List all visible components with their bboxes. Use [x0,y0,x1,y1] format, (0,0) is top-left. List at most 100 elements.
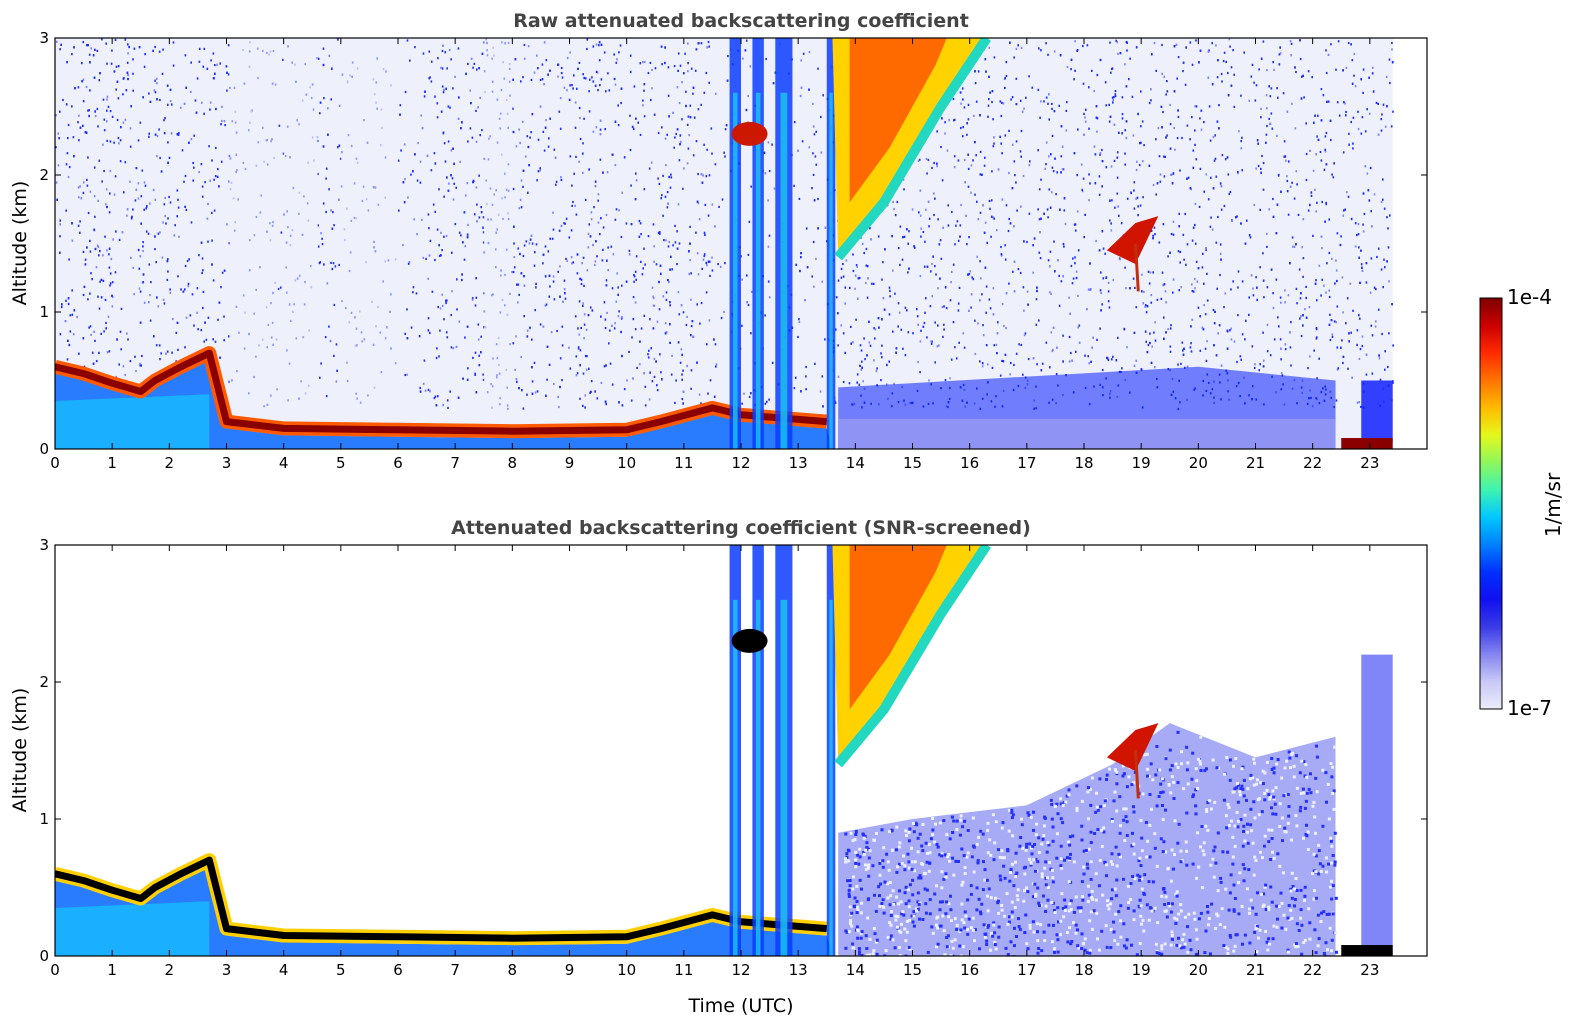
raw-x-tick-label: 16 [960,454,979,472]
panel-raw-ylabel: Altitude (km) [9,181,31,306]
raw-cloud-column-core [780,92,788,449]
snr-x-tick-label: 4 [279,961,289,979]
raw-x-tick-label: 3 [222,454,232,472]
raw-late-low-cloud [1341,438,1393,449]
colorbar-bar [1479,297,1503,710]
snr-cloud-column-core [780,599,788,956]
raw-x-tick-label: 12 [731,454,750,472]
raw-x-tick-label: 15 [903,454,922,472]
snr-x-tick-label: 17 [1017,961,1036,979]
snr-x-tick-label: 15 [903,961,922,979]
snr-x-tick-label: 2 [165,961,175,979]
raw-x-tick-label: 8 [508,454,518,472]
raw-late-layer [1361,380,1393,443]
raw-x-tick-label: 23 [1360,454,1379,472]
raw-tilted-cloud-core [849,38,947,203]
raw-x-tick-label: 19 [1132,454,1151,472]
raw-cloud-column-core [829,92,833,449]
snr-x-tick-label: 12 [731,961,750,979]
snr-cloud-column-core [829,599,833,956]
raw-x-tick-label: 7 [450,454,460,472]
raw-x-tick-label: 5 [336,454,346,472]
raw-x-tick-label: 1 [107,454,117,472]
raw-x-tick-label: 17 [1017,454,1036,472]
snr-x-tick-label: 0 [50,961,60,979]
raw-y-tick-label: 0 [39,440,49,458]
snr-x-tick-label: 10 [617,961,636,979]
raw-boundary-layer-top [55,349,828,435]
snr-tilted-cloud-core [849,545,947,710]
colorbar-min-label: 1e-7 [1507,696,1552,720]
raw-cloud-column-core [755,92,761,449]
panel-raw: Raw attenuated backscattering coefficien… [9,10,1428,472]
raw-cloud-column-core [732,92,738,449]
snr-boundary-layer-core [55,901,210,956]
snr-x-tick-label: 23 [1360,961,1379,979]
colorbar-unit-label: 1/m/sr [1541,472,1565,537]
snr-x-tick-label: 9 [565,961,575,979]
snr-x-tick-label: 20 [1189,961,1208,979]
panel-raw-title: Raw attenuated backscattering coefficien… [513,10,969,32]
snr-x-tick-label: 13 [789,961,808,979]
raw-y-tick-label: 3 [39,29,49,47]
snr-elevated-cloud [731,628,768,653]
colorbar-max-label: 1e-4 [1507,285,1552,309]
snr-cloud-column-core [732,599,738,956]
raw-tilted-cloud-edge [834,38,991,261]
raw-x-tick-label: 10 [617,454,636,472]
panel-snr-ylabel: Altitude (km) [9,688,31,813]
snr-x-tick-label: 7 [450,961,460,979]
raw-boundary-layer-core [55,394,210,449]
snr-x-tick-label: 22 [1303,961,1322,979]
raw-x-tick-label: 14 [846,454,865,472]
raw-x-tick-label: 11 [674,454,693,472]
raw-x-tick-label: 2 [165,454,175,472]
snr-x-tick-label: 3 [222,961,232,979]
snr-boundary-layer-top [55,856,828,942]
snr-aerosol-speckle [844,730,1338,956]
snr-y-tick-label: 1 [39,810,49,828]
raw-x-tick-label: 9 [565,454,575,472]
snr-x-tick-label: 21 [1246,961,1265,979]
snr-x-tick-label: 11 [674,961,693,979]
colorbar: 1e-4 1e-7 1/m/sr [1479,285,1565,720]
snr-late-column [1361,654,1393,956]
snr-y-tick-label: 3 [39,536,49,554]
raw-x-tick-label: 22 [1303,454,1322,472]
raw-x-tick-label: 0 [50,454,60,472]
snr-tilted-cloud-edge [834,545,991,768]
raw-x-tick-label: 21 [1246,454,1265,472]
raw-x-tick-label: 20 [1189,454,1208,472]
snr-x-tick-label: 18 [1074,961,1093,979]
raw-elevated-layer-tail [1133,243,1140,292]
snr-cloud-column-core [755,599,761,956]
snr-aerosol-layer [838,723,1336,956]
snr-late-low-cloud [1341,945,1393,956]
raw-x-tick-label: 13 [789,454,808,472]
panel-raw-axes: 0 1 2 3 4 5 6 7 8 9 10 11 12 13 14 15 16 17 18 19 20 21 22 2301… [39,29,1427,472]
raw-y-tick-label: 2 [39,166,49,184]
panel-raw-plot-area [55,38,1394,449]
raw-x-tick-label: 18 [1074,454,1093,472]
snr-x-tick-label: 14 [846,961,865,979]
snr-elevated-layer-tail [1133,750,1140,799]
snr-x-tick-label: 16 [960,961,979,979]
snr-x-tick-label: 19 [1132,961,1151,979]
raw-x-tick-label: 4 [279,454,289,472]
snr-x-tick-label: 8 [508,961,518,979]
panel-snr-xlabel: Time (UTC) [687,995,793,1017]
panel-snr: Attenuated backscattering coefficient (S… [9,517,1428,1017]
snr-elevated-layer [1106,723,1159,772]
raw-afternoon-surface-layer [838,418,1336,449]
raw-elevated-layer [1106,216,1159,265]
raw-y-tick-label: 1 [39,303,49,321]
panel-snr-title: Attenuated backscattering coefficient (S… [451,517,1031,539]
panel-snr-plot-area [55,545,1393,956]
snr-x-tick-label: 6 [393,961,403,979]
snr-y-tick-label: 2 [39,673,49,691]
snr-y-tick-label: 0 [39,947,49,965]
raw-elevated-cloud [731,121,768,146]
raw-noise-field [55,38,1394,411]
raw-x-tick-label: 6 [393,454,403,472]
